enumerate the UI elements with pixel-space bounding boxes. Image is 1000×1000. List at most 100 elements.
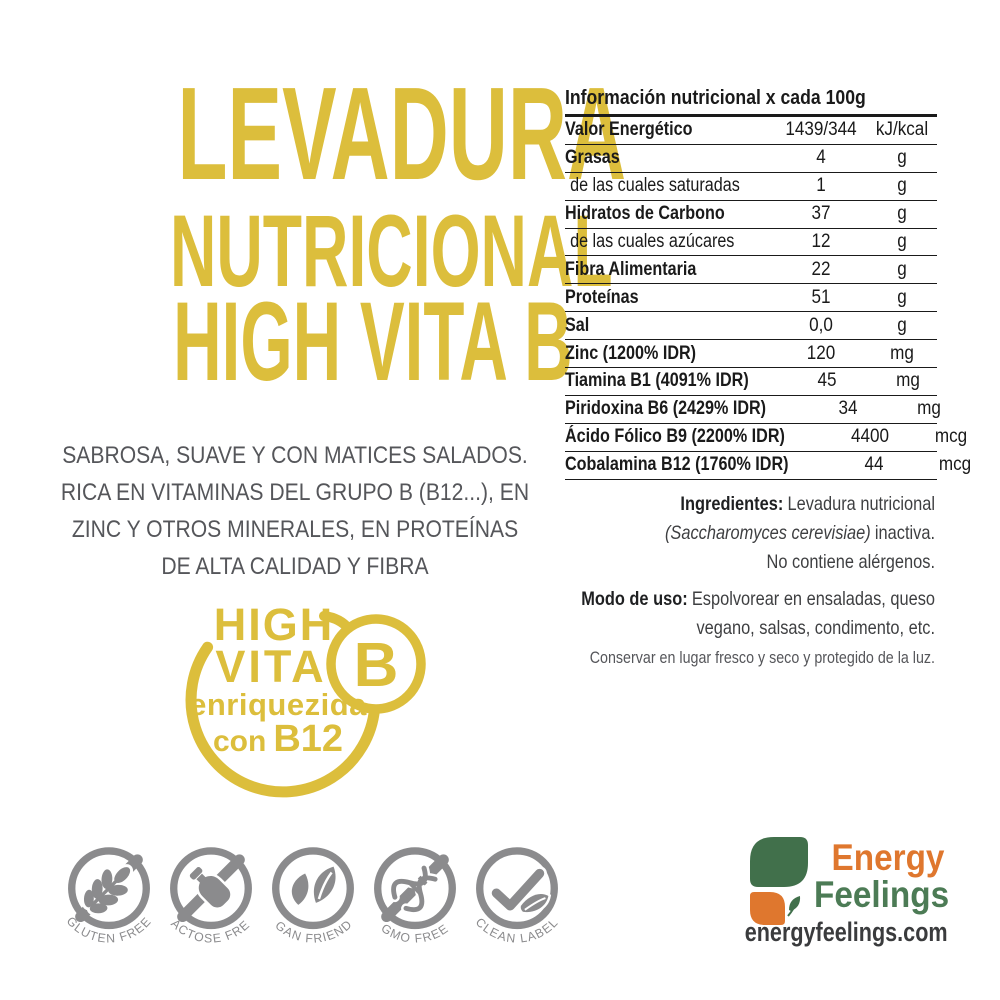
product-title-line-1: LEVADURA — [177, 60, 627, 207]
nutrition-row: de las cuales saturadas 1 g — [565, 173, 937, 201]
nutrient-unit: g — [897, 314, 907, 336]
nutrition-row: Zinc (1200% IDR) 120 mg — [565, 340, 937, 369]
brand-word-energy: Energy — [831, 837, 944, 878]
vegan-friendly-badge: VEGAN FRIENDLY — [262, 840, 364, 958]
nutrient-value: 4 — [816, 147, 826, 169]
nutrient-value: 0,0 — [809, 314, 833, 336]
nutrient-value: 44 — [864, 454, 884, 476]
nutrient-value: 1 — [816, 175, 826, 197]
nutrient-unit: mcg — [938, 454, 972, 476]
usage-line: Modo de uso: Espolvorear en ensaladas, qu… — [581, 588, 935, 610]
product-title-line-3: HIGH VITA B — [173, 279, 573, 404]
usage-section: Modo de uso: Espolvorear en ensaladas, qu… — [505, 585, 935, 643]
brand-word-feelings: Feelings — [813, 874, 949, 915]
nutrient-value: 51 — [811, 286, 831, 308]
ingredients-section: Ingredientes: Levadura nutricional (Sacch… — [505, 490, 935, 577]
nutrient-unit: g — [897, 147, 907, 169]
nutrient-unit: g — [897, 203, 907, 225]
wheat-slash-icon: GLUTEN FREE — [64, 847, 155, 946]
nutrient-name: Valor Energético — [565, 119, 693, 141]
nutrition-row: Grasas 4 g — [565, 145, 937, 173]
nutrient-unit: mg — [896, 370, 921, 392]
badge-word-vita: VITA — [215, 641, 326, 692]
ingredients-line: (Saccharomyces cerevisiae) inactiva. — [664, 522, 935, 544]
product-description: SABROSA, SUAVE Y CON MATICES SALADOS. RI… — [20, 437, 570, 585]
description-line: SABROSA, SUAVE Y CON MATICES SALADOS. — [62, 442, 528, 469]
brand-block: Energy Feelings energyfeelings.com — [738, 835, 956, 960]
nutrient-name: Tiamina B1 (4091% IDR) — [565, 370, 749, 392]
gmo-free-badge: GMO FREE — [364, 840, 466, 958]
nutrient-name: Cobalamina B12 (1760% IDR) — [565, 454, 789, 476]
energy-feelings-logo-mark — [750, 837, 808, 925]
nutrient-value: 4400 — [850, 426, 889, 448]
allergen-note: No contiene alérgenos. — [766, 551, 935, 573]
nutrient-value: 34 — [838, 398, 858, 420]
badge-letter-b: B — [354, 631, 399, 700]
nutrition-row: Ácido Fólico B9 (2200% IDR) 4400 mcg — [565, 424, 967, 452]
description-line: RICA EN VITAMINAS DEL GRUPO B (B12...), … — [60, 479, 530, 506]
description-line: ZINC Y OTROS MINERALES, EN PROTEÍNAS — [71, 516, 519, 543]
storage-note: Conservar en lugar fresco y seco y prote… — [589, 648, 935, 667]
description-line: DE ALTA CALIDAD Y FIBRA — [161, 553, 429, 580]
nutrient-unit: mg — [916, 398, 941, 420]
usage-heading: Modo de uso: — [581, 588, 688, 610]
nutrient-name: Hidratos de Carbono — [565, 203, 725, 225]
nutrition-row: Piridoxina B6 (2429% IDR) 34 mg — [565, 396, 940, 424]
badge-circle-arc — [185, 641, 381, 798]
nutrition-table-title: Información nutricional x cada 100g — [565, 85, 937, 117]
nutrient-unit: g — [897, 175, 907, 197]
nutrient-value: 1439/344 — [785, 119, 857, 141]
nutrient-name: Fibra Alimentaria — [565, 258, 697, 280]
ingredients-line: Ingredientes: Levadura nutricional — [680, 493, 935, 515]
latin-name: (Saccharomyces cerevisiae) — [664, 522, 871, 544]
lactose-free-badge: LACTOSE FREE — [160, 840, 262, 958]
high-vita-b-badge: HIGH VITA B enriquezida con B12 — [185, 599, 426, 798]
nutrient-unit: g — [897, 231, 907, 252]
cert-label: CLEAN LABEL — [473, 915, 561, 946]
nutrient-unit: g — [897, 286, 907, 308]
nutrition-row: de las cuales azúcares 12 g — [565, 229, 937, 257]
nutrition-row: Valor Energético 1439/344 kJ/kcal — [565, 117, 937, 145]
nutrient-unit: mcg — [934, 426, 967, 448]
gluten-free-badge: GLUTEN FREE — [58, 840, 160, 958]
nutrient-name: de las cuales azúcares — [570, 231, 735, 252]
dna-slash-icon: GMO FREE — [374, 847, 456, 946]
bottle-slash-icon: LACTOSE FREE — [160, 840, 252, 946]
certification-icons: GLUTEN FREE LACTOSE FREE — [58, 840, 568, 958]
nutrient-name: Proteínas — [565, 286, 639, 308]
nutrition-row: Proteínas 51 g — [565, 284, 937, 313]
usage-line: vegano, salsas, condimento, etc. — [696, 617, 935, 639]
badge-b-circle — [326, 614, 426, 714]
nutrition-table-body: Valor Energético 1439/344 kJ/kcal Grasas… — [565, 117, 971, 480]
nutrition-row: Cobalamina B12 (1760% IDR) 44 mcg — [565, 452, 971, 480]
nutrition-row: Hidratos de Carbono 37 g — [565, 201, 937, 229]
nutrient-name: Zinc (1200% IDR) — [565, 342, 697, 364]
nutrition-facts-table: Información nutricional x cada 100g Valo… — [565, 85, 971, 480]
cert-label: GLUTEN FREE — [64, 914, 155, 946]
nutrition-row: Fibra Alimentaria 22 g — [565, 256, 937, 285]
badge-sub2: con B12 — [213, 718, 343, 760]
nutrient-name: de las cuales saturadas — [570, 175, 740, 197]
nutrient-unit: mg — [890, 342, 914, 364]
nutrient-name: Ácido Fólico B9 (2200% IDR) — [565, 426, 785, 448]
leaves-icon: VEGAN FRIENDLY — [262, 840, 354, 946]
nutrient-name: Piridoxina B6 (2429% IDR) — [565, 398, 767, 420]
check-leaf-icon: CLEAN LABEL — [473, 847, 561, 946]
nutrient-value: 12 — [811, 231, 831, 252]
nutrient-name: Grasas — [565, 147, 620, 169]
ingredients-heading: Ingredientes: — [680, 493, 784, 515]
nutrient-value: 37 — [811, 203, 831, 225]
nutrient-unit: g — [897, 258, 907, 280]
nutrient-unit: kJ/kcal — [875, 119, 929, 141]
nutrient-value: 22 — [811, 258, 831, 280]
nutrient-name: Sal — [565, 314, 590, 336]
brand-website: energyfeelings.com — [745, 917, 948, 947]
badge-sub1: enriquezida — [189, 687, 367, 722]
product-title-line-2: NUTRICIONAL — [169, 194, 613, 308]
nutrient-value: 120 — [806, 342, 836, 364]
nutrition-row: Tiamina B1 (4091% IDR) 45 mg — [565, 368, 937, 396]
nutrition-row: Sal 0,0 g — [565, 312, 937, 341]
nutrient-value: 45 — [817, 370, 837, 392]
clean-label-badge: CLEAN LABEL — [466, 840, 568, 958]
